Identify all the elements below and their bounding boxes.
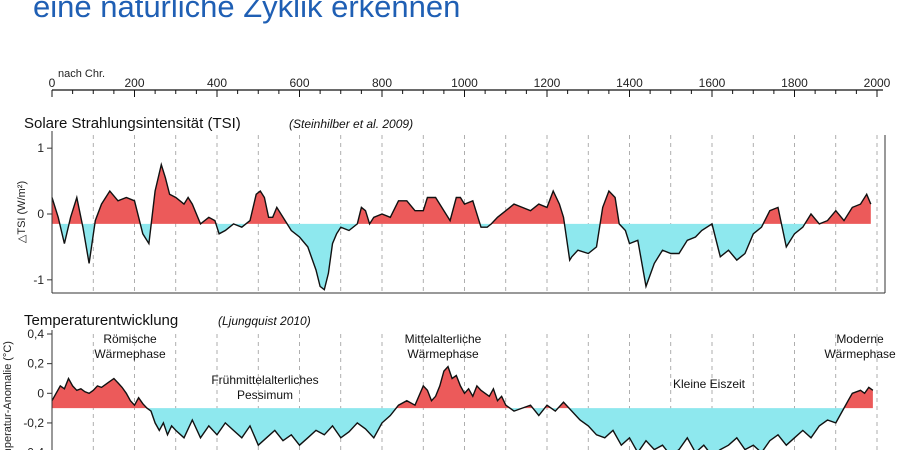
cold-anomaly-area xyxy=(569,408,844,450)
period-annotation: Pessimum xyxy=(237,388,293,402)
cold-anomaly-area xyxy=(564,223,601,261)
time-axis-tick-label: 1200 xyxy=(534,76,561,90)
temp-panel-citation: (Ljungquist 2010) xyxy=(218,314,311,328)
period-annotation: Römische xyxy=(103,332,157,346)
period-annotation: Moderne xyxy=(836,332,884,346)
temp-y-axis-label: Temperatur-Anomalie (°C) xyxy=(2,341,14,450)
time-axis-tick-label: 1400 xyxy=(616,76,643,90)
warm-anomaly-area xyxy=(151,164,216,224)
tsi-panel-citation: (Steinhilber et al. 2009) xyxy=(289,117,413,131)
period-annotation: Wärmephase xyxy=(824,347,896,361)
y-axis-tick-label: 0,2 xyxy=(27,357,44,371)
time-axis-tick-label: 400 xyxy=(207,76,227,90)
cold-anomaly-area xyxy=(619,223,764,287)
period-annotation: Kleine Eiszeit xyxy=(673,377,746,391)
data-line xyxy=(51,161,872,291)
data-line xyxy=(51,365,874,450)
period-annotation: Mittelalterliche xyxy=(405,332,482,346)
time-axis-label: nach Chr. xyxy=(58,68,105,80)
warm-anomaly-area xyxy=(52,378,147,409)
time-axis-tick-label: 800 xyxy=(372,76,392,90)
time-axis: 0 200 400 600 800 1000 1200 1400 1600 1800 2000 xyxy=(49,76,891,97)
time-axis-tick-label: 1600 xyxy=(699,76,726,90)
cold-anomaly-area xyxy=(479,223,492,228)
cold-anomaly-area xyxy=(59,223,70,244)
cold-anomaly-area xyxy=(146,408,397,446)
warm-anomaly-area xyxy=(763,207,782,224)
tsi-y-axis-label: △TSI (W/m²) xyxy=(16,181,28,243)
period-annotation: Frühmittelalterliches xyxy=(211,373,318,387)
y-axis-tick-label: -0,4 xyxy=(23,446,44,450)
y-axis-tick-label: 1 xyxy=(37,141,44,155)
warm-anomaly-area xyxy=(245,190,288,224)
warm-anomaly-area xyxy=(491,190,565,224)
cold-anomaly-area xyxy=(140,223,152,244)
cold-anomaly-area xyxy=(82,223,95,264)
tsi-plot: 1 0 -1 △TSI (W/m²) xyxy=(16,131,886,294)
cold-anomaly-area xyxy=(532,408,545,416)
y-axis-tick-label: -0,2 xyxy=(23,416,44,430)
y-axis-tick-label: -1 xyxy=(33,273,44,287)
tsi-panel-title: Solare Strahlungsintensität (TSI) xyxy=(24,115,241,132)
slide-heading: eine natürliche Zyklik erkennen xyxy=(33,0,460,24)
time-axis-tick-label: 2000 xyxy=(864,76,891,90)
y-axis-tick-label: 0 xyxy=(37,386,44,400)
y-axis-tick-label: 0,4 xyxy=(27,327,44,341)
time-axis-tick-label: 600 xyxy=(289,76,309,90)
warm-anomaly-area xyxy=(94,190,141,224)
warm-anomaly-area xyxy=(69,197,83,224)
y-axis-tick-label: 0 xyxy=(37,207,44,221)
warm-anomaly-area xyxy=(600,190,620,224)
temp-panel-title: Temperaturentwicklung xyxy=(24,312,178,329)
temperature-plot: 0,4 0,2 0 -0,2 -0,4 Temperatur-Anomalie (°C) R… xyxy=(2,327,896,450)
period-annotation: Wärmephase xyxy=(407,347,479,361)
warm-anomaly-area xyxy=(804,194,871,224)
time-axis-tick-label: 200 xyxy=(124,76,144,90)
time-axis-tick-label: 1000 xyxy=(451,76,478,90)
period-annotation: Wärmephase xyxy=(94,347,166,361)
warm-anomaly-area xyxy=(558,402,569,409)
warm-anomaly-area xyxy=(396,366,510,409)
cold-anomaly-area xyxy=(287,223,358,290)
time-axis-tick-label: 1800 xyxy=(781,76,808,90)
time-axis-tick-label: 0 xyxy=(49,76,56,90)
